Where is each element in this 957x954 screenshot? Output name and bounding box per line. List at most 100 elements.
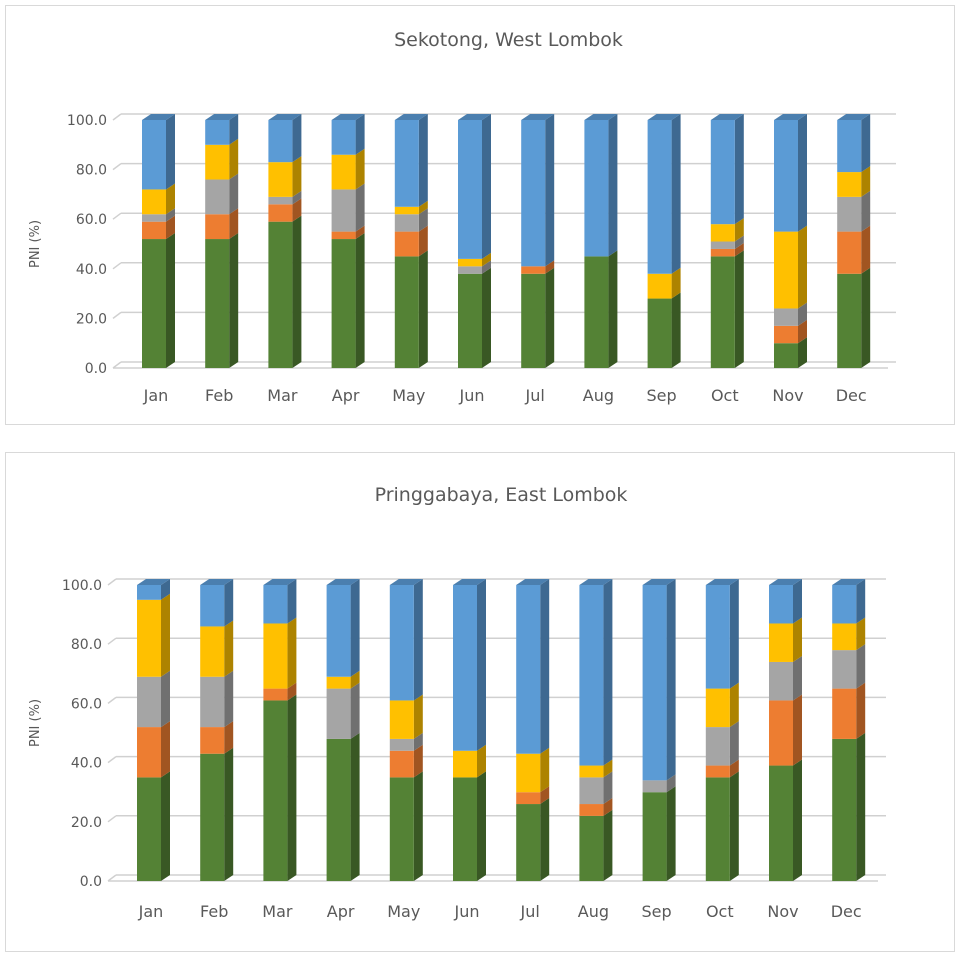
bar-segment-dec-series-5 [837, 120, 862, 173]
bar-segment-may-series-5 [389, 585, 414, 701]
bar-segment-may-series-4 [394, 206, 419, 215]
bar-side [729, 579, 739, 689]
bar-segment-mar-series-2 [268, 204, 293, 222]
bar-side [666, 774, 676, 793]
bar-segment-dec-series-1 [837, 273, 862, 368]
y-tick-label: 60.0 [71, 696, 102, 712]
bar-segment-jan-series-5 [142, 120, 166, 190]
bar-side [350, 670, 360, 689]
bar-side [798, 302, 807, 326]
bar-side [350, 732, 360, 881]
x-tick-label: May [392, 386, 425, 405]
bar-segment-jan-series-1 [142, 239, 166, 368]
bar-segment-oct-series-4 [705, 688, 730, 728]
bar-segment-dec-series-3 [837, 196, 862, 232]
bar-segment-jul-series-5 [521, 120, 546, 267]
y-tick-label: 20.0 [76, 311, 107, 327]
bar-side [224, 747, 234, 881]
bar-side [477, 744, 486, 778]
bar-top [458, 114, 491, 120]
bar-segment-nov-series-1 [774, 343, 798, 368]
chart-title: Sekotong, West Lombok [394, 29, 623, 51]
bar-segment-oct-series-1 [710, 256, 735, 368]
bar-side [545, 114, 555, 267]
bar-side [166, 233, 175, 368]
bar-segment-jul-series-5 [516, 585, 541, 754]
bar-segment-sep-series-5 [647, 120, 672, 274]
bar-side [418, 208, 428, 232]
bar-side [292, 190, 302, 205]
bar-side [355, 225, 365, 240]
bar-segment-jun-series-4 [453, 750, 477, 778]
bar-top [394, 114, 428, 120]
bar-side [603, 579, 613, 766]
bar-segment-jan-series-5 [137, 585, 161, 600]
bar-segment-mar-series-4 [268, 162, 293, 197]
bar-side [666, 786, 676, 881]
y-tick-label: 80.0 [76, 163, 107, 179]
bar-side [292, 215, 302, 368]
bar-segment-apr-series-1 [331, 239, 356, 368]
bar-side [793, 694, 802, 766]
bar-side [671, 114, 681, 274]
bar-segment-nov-series-1 [769, 765, 793, 881]
bar-top [516, 579, 550, 585]
x-tick-label: Jun [459, 386, 485, 405]
bar-side [734, 242, 744, 257]
bar-side [166, 208, 175, 222]
bar-side [482, 114, 491, 259]
bar-side [798, 319, 807, 344]
bar-segment-jun-series-3 [458, 266, 482, 274]
bar-segment-jan-series-4 [142, 189, 166, 215]
bar-side [861, 267, 871, 368]
bar-side [224, 579, 234, 627]
bar-side [666, 579, 676, 781]
y-tick-label: 40.0 [76, 262, 107, 278]
bar-segment-dec-series-2 [832, 688, 857, 739]
bar-segment-may-series-3 [394, 214, 419, 232]
bar-side [355, 183, 365, 232]
bar-segment-jan-series-4 [137, 599, 161, 677]
y-tick-label: 0.0 [80, 874, 102, 890]
bar-side [734, 114, 744, 225]
bar-side [161, 579, 170, 600]
bar-segment-oct-series-4 [710, 224, 735, 242]
bar-side [793, 655, 802, 701]
bar-side [608, 114, 618, 257]
bar-side [224, 721, 234, 754]
bar-side [161, 771, 170, 881]
bar-segment-mar-series-5 [268, 120, 293, 163]
bar-segment-apr-series-5 [331, 120, 356, 155]
bar-segment-oct-series-5 [705, 585, 730, 689]
bar-side [161, 593, 170, 677]
bar-side [413, 744, 423, 778]
bar-segment-jun-series-4 [458, 258, 482, 267]
bar-side [856, 732, 866, 881]
bar-side [418, 200, 428, 215]
bar-side [734, 218, 744, 242]
y-tick-label: 40.0 [71, 756, 102, 772]
bar-side [161, 670, 170, 728]
gridline-depth [107, 637, 117, 645]
x-tick-label: Sep [647, 386, 677, 405]
bar-segment-may-series-2 [394, 231, 419, 257]
bar-segment-oct-series-1 [705, 777, 730, 881]
bar-segment-feb-series-4 [200, 626, 225, 677]
x-tick-label: Jun [454, 902, 480, 921]
bar-side [287, 694, 297, 881]
gridline-depth [112, 311, 122, 319]
bar-top [710, 114, 744, 120]
bar-segment-dec-series-1 [832, 738, 857, 881]
bar-segment-aug-series-5 [584, 120, 609, 257]
chart-panel-sekotong: Sekotong, West Lombok PNI (%) 0.0 20.0 40.0 6… [5, 5, 955, 425]
bar-side [798, 337, 807, 368]
bar-segment-oct-series-3 [710, 241, 735, 249]
bar-segment-may-series-1 [394, 256, 419, 368]
bar-segment-jan-series-3 [142, 214, 166, 222]
bar-side [413, 579, 423, 701]
gridline-depth [112, 163, 122, 171]
bar-top [521, 114, 555, 120]
bar-segment-dec-series-5 [832, 585, 857, 624]
bar-side [292, 198, 302, 222]
bar-segment-feb-series-5 [200, 585, 225, 627]
